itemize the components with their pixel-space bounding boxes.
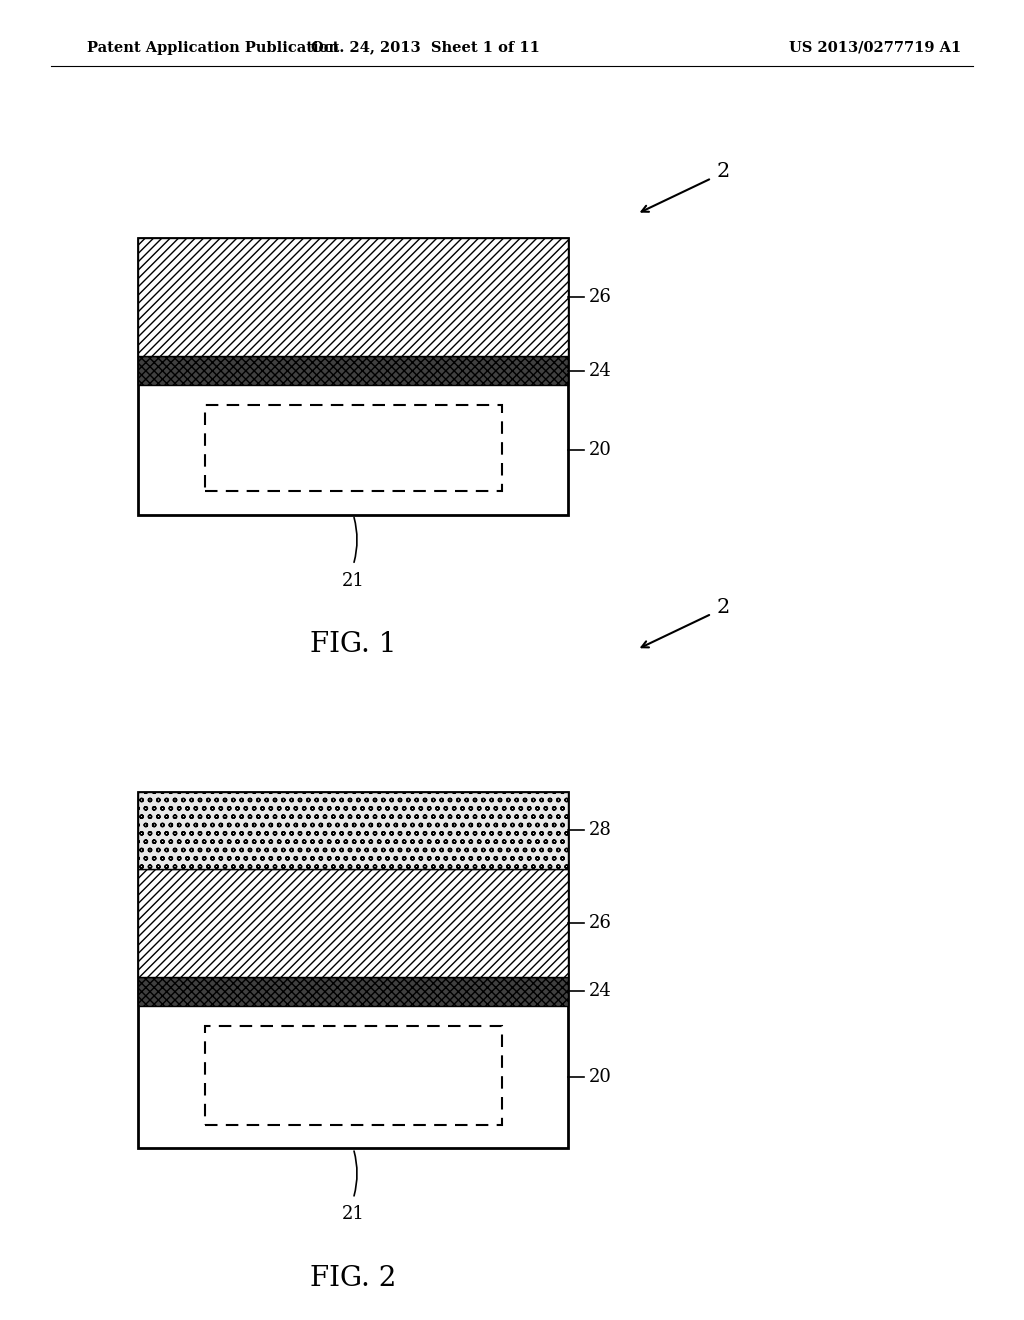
Bar xyxy=(138,869,568,977)
Text: 20: 20 xyxy=(589,441,611,459)
Text: 24: 24 xyxy=(589,982,611,1001)
Text: 26: 26 xyxy=(589,913,611,932)
Text: Oct. 24, 2013  Sheet 1 of 11: Oct. 24, 2013 Sheet 1 of 11 xyxy=(310,41,540,54)
Text: 24: 24 xyxy=(589,362,611,380)
Text: 2: 2 xyxy=(717,162,730,181)
Text: Patent Application Publication: Patent Application Publication xyxy=(87,41,339,54)
Text: 26: 26 xyxy=(589,288,611,306)
Bar xyxy=(138,792,568,1148)
Bar xyxy=(138,238,568,356)
Text: 2: 2 xyxy=(717,598,730,616)
Bar xyxy=(138,977,568,1006)
Text: US 2013/0277719 A1: US 2013/0277719 A1 xyxy=(790,41,962,54)
Bar xyxy=(138,356,568,385)
Bar xyxy=(205,1026,502,1125)
Text: FIG. 1: FIG. 1 xyxy=(310,631,396,657)
Text: 20: 20 xyxy=(589,1068,611,1086)
Bar xyxy=(205,405,502,491)
Bar xyxy=(138,238,568,515)
Bar xyxy=(138,792,568,869)
Text: 28: 28 xyxy=(589,821,611,840)
Text: FIG. 2: FIG. 2 xyxy=(310,1265,396,1291)
Text: 21: 21 xyxy=(342,572,365,590)
Text: 21: 21 xyxy=(342,1205,365,1224)
